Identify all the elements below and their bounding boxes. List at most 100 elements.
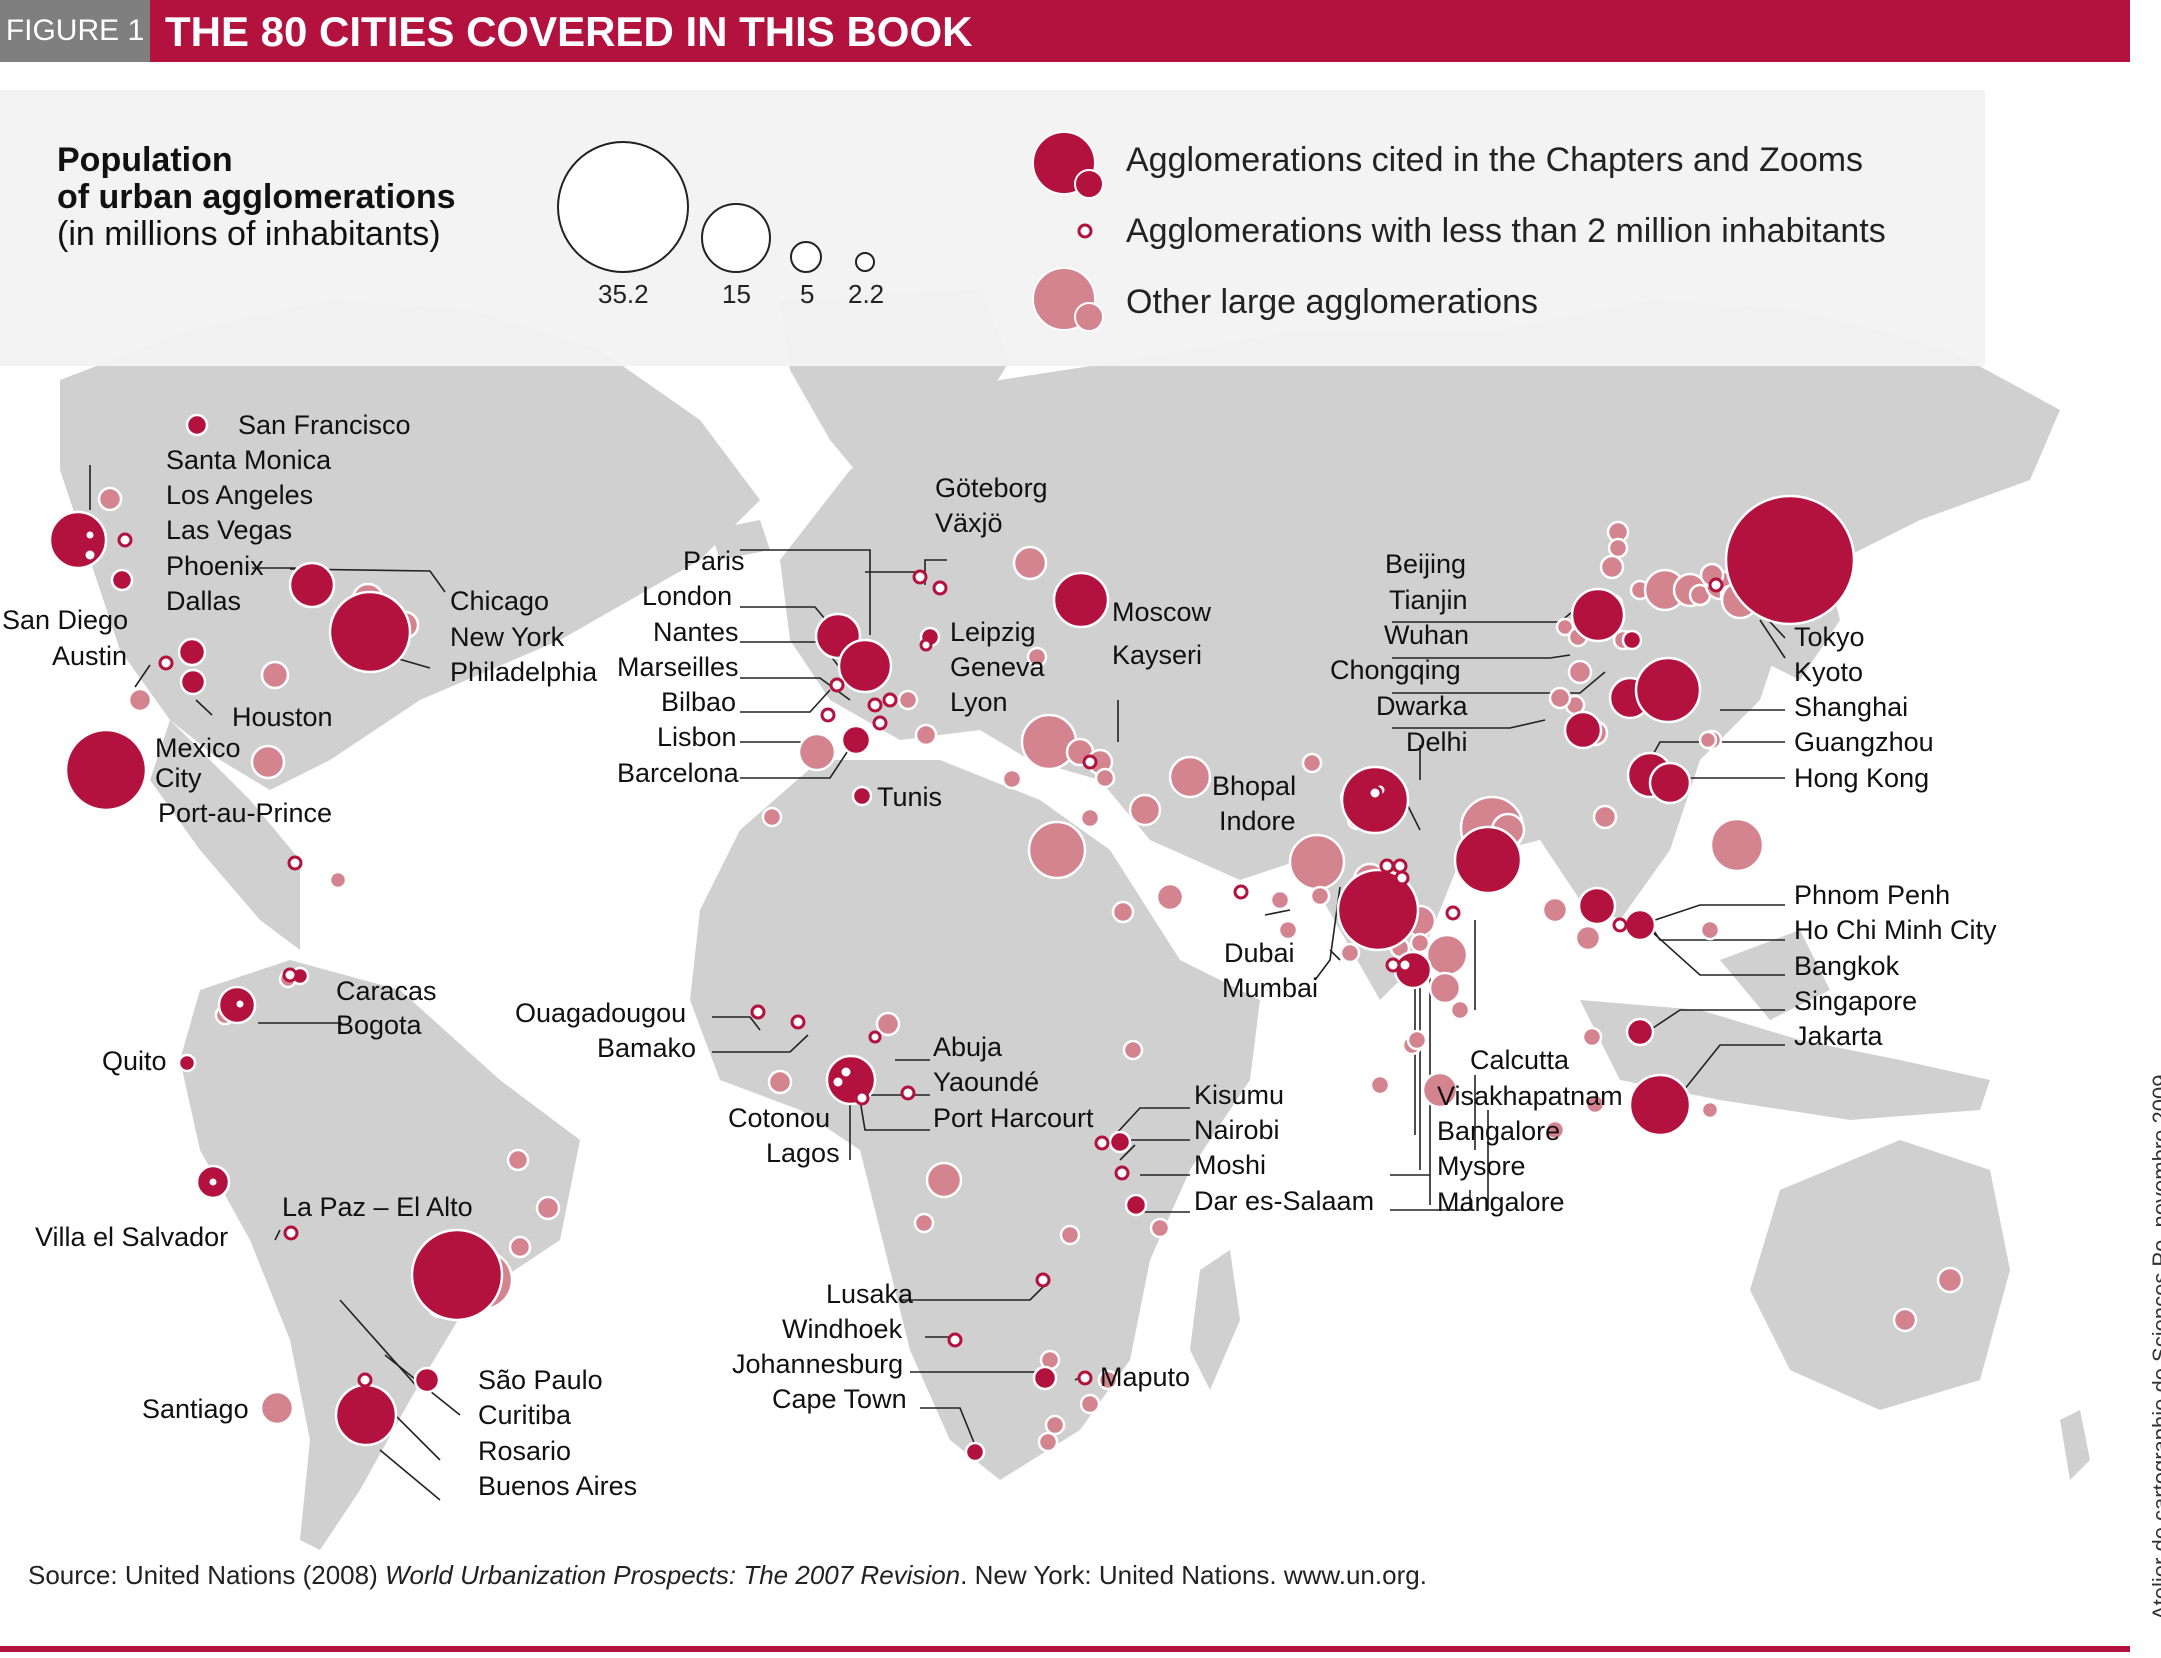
label-mangalore: Mangalore xyxy=(1437,1187,1565,1217)
label-ho-chi-minh: Ho Chi Minh City xyxy=(1794,915,1997,945)
label-beijing: Beijing xyxy=(1385,549,1466,579)
label-singapore: Singapore xyxy=(1794,986,1917,1016)
label-phoenix: Phoenix xyxy=(166,551,264,581)
label-windhoek: Windhoek xyxy=(782,1314,903,1344)
label-dubai: Dubai xyxy=(1224,938,1295,968)
label-bilbao: Bilbao xyxy=(661,687,736,717)
figure-title: THE 80 CITIES COVERED IN THIS BOOK xyxy=(165,8,973,55)
label-tunis: Tunis xyxy=(877,782,942,812)
source-suffix: . New York: United Nations. www.un.org. xyxy=(960,1560,1427,1590)
label-nairobi: Nairobi xyxy=(1194,1115,1280,1145)
legend-size-15 xyxy=(701,203,771,273)
legend-size-label-35: 35.2 xyxy=(598,279,649,309)
label-la-paz: La Paz – El Alto xyxy=(282,1192,473,1222)
label-jakarta: Jakarta xyxy=(1794,1021,1884,1051)
land-madagascar xyxy=(1190,1250,1240,1390)
label-chicago: Chicago xyxy=(450,586,549,616)
label-cotonou: Cotonou xyxy=(728,1103,830,1133)
legend-cat-small: Agglomerations with less than 2 million … xyxy=(1126,212,1886,250)
label-hong-kong: Hong Kong xyxy=(1794,763,1929,793)
label-villa-el-salvador: Villa el Salvador xyxy=(35,1222,228,1252)
label-sao-paulo: São Paulo xyxy=(478,1365,603,1395)
label-dar-es-salaam: Dar es-Salaam xyxy=(1194,1186,1374,1216)
label-santiago: Santiago xyxy=(142,1394,249,1424)
land-africa xyxy=(690,760,1260,1480)
legend-size-label-5: 5 xyxy=(800,279,815,309)
label-vaxjo: Växjö xyxy=(935,508,1003,538)
label-leipzig: Leipzig xyxy=(950,617,1036,647)
legend-size-5 xyxy=(790,241,822,273)
label-port-au-prince: Port-au-Prince xyxy=(158,798,332,828)
label-kayseri: Kayseri xyxy=(1112,640,1202,670)
label-lisbon: Lisbon xyxy=(657,722,737,752)
label-shanghai: Shanghai xyxy=(1794,692,1908,722)
land-masses xyxy=(60,290,2090,1550)
legend-size-2 xyxy=(855,252,875,272)
label-lagos: Lagos xyxy=(766,1138,840,1168)
label-nantes: Nantes xyxy=(653,617,739,647)
label-mysore: Mysore xyxy=(1437,1151,1526,1181)
legend-symbols xyxy=(557,131,1104,332)
label-london: London xyxy=(642,581,732,611)
legend-title-line3: (in millions of inhabitants) xyxy=(57,215,441,253)
label-bangkok: Bangkok xyxy=(1794,951,1900,981)
label-port-harcourt: Port Harcourt xyxy=(933,1103,1094,1133)
label-kyoto: Kyoto xyxy=(1794,657,1863,687)
legend-size-label-2: 2.2 xyxy=(848,279,885,309)
label-yaounde: Yaoundé xyxy=(933,1067,1039,1097)
label-houston: Houston xyxy=(232,702,333,732)
label-bogota: Bogota xyxy=(336,1010,423,1040)
label-dwarka: Dwarka xyxy=(1376,691,1469,721)
label-bangalore: Bangalore xyxy=(1437,1116,1560,1146)
label-san-diego: San Diego xyxy=(2,605,128,635)
figure-label: FIGURE 1 xyxy=(0,0,150,62)
credit-note: Atelier de cartographie de Sciences Po, … xyxy=(2148,1074,2161,1620)
label-kisumu: Kisumu xyxy=(1194,1080,1284,1110)
land-central-america xyxy=(150,720,300,950)
label-mexico-city: City xyxy=(155,763,202,793)
legend-size-35 xyxy=(557,141,689,273)
label-wuhan: Wuhan xyxy=(1384,620,1469,650)
label-barcelona: Barcelona xyxy=(617,758,740,788)
label-bhopal: Bhopal xyxy=(1212,771,1296,801)
land-eurasia xyxy=(780,300,2060,1000)
label-marseilles: Marseilles xyxy=(617,652,739,682)
cited-agglomerations xyxy=(48,413,1856,1463)
label-austin: Austin xyxy=(52,641,127,671)
label-chongqing: Chongqing xyxy=(1330,655,1461,685)
land-south-america xyxy=(180,960,580,1550)
legend-title-line1: Population xyxy=(57,141,233,179)
label-cape-town: Cape Town xyxy=(772,1384,907,1414)
label-delhi: Delhi xyxy=(1406,727,1468,757)
label-santa-monica: Santa Monica xyxy=(166,445,332,475)
legend-title-line2: of urban agglomerations xyxy=(57,178,456,216)
label-moshi: Moshi xyxy=(1194,1150,1266,1180)
land-new-zealand xyxy=(2060,1410,2090,1480)
label-bamako: Bamako xyxy=(597,1033,696,1063)
label-geneva: Geneva xyxy=(950,652,1046,682)
label-johannesburg: Johannesburg xyxy=(732,1349,903,1379)
label-guangzhou: Guangzhou xyxy=(1794,727,1934,757)
legend-cited-small xyxy=(1074,169,1104,199)
city-labels: San Francisco Santa Monica Los Angeles L… xyxy=(2,410,1997,1501)
legend-cat-cited: Agglomerations cited in the Chapters and… xyxy=(1126,141,1864,179)
label-rosario: Rosario xyxy=(478,1436,571,1466)
legend-title: Population of urban agglomerations (in m… xyxy=(57,142,456,253)
land-north-america xyxy=(60,300,760,790)
label-mumbai: Mumbai xyxy=(1222,973,1318,1003)
label-lyon: Lyon xyxy=(950,687,1008,717)
figure-header: FIGURE 1 THE 80 CITIES COVERED IN THIS B… xyxy=(0,0,2130,62)
small-agglomerations xyxy=(82,528,1724,1388)
label-abuja: Abuja xyxy=(933,1032,1003,1062)
label-indore: Indore xyxy=(1219,806,1296,836)
label-tianjin: Tianjin xyxy=(1389,585,1468,615)
label-visakhapatnam: Visakhapatnam xyxy=(1437,1081,1623,1111)
land-australia xyxy=(1750,1140,2010,1410)
legend-panel xyxy=(0,90,1985,366)
label-ouagadougou: Ouagadougou xyxy=(515,998,686,1028)
label-calcutta: Calcutta xyxy=(1470,1045,1570,1075)
label-mexico: Mexico xyxy=(155,733,241,763)
label-dallas: Dallas xyxy=(166,586,241,616)
label-maputo: Maputo xyxy=(1100,1362,1190,1392)
label-philadelphia: Philadelphia xyxy=(450,657,598,687)
